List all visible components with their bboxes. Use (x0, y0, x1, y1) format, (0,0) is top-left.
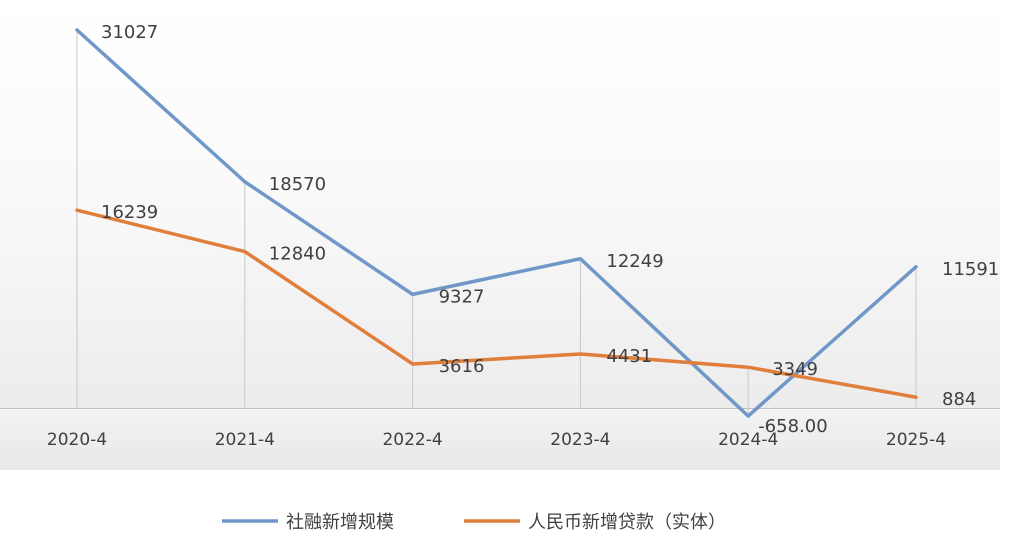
data-label: 16239 (101, 202, 158, 223)
x-axis-tick-labels: 2020-4 2021-4 2022-4 2023-4 2024-4 2025-4 (47, 430, 946, 450)
data-label: 18570 (269, 174, 326, 195)
legend-label: 人民币新增贷款（实体） (528, 512, 726, 533)
x-tick-label: 2020-4 (47, 430, 107, 450)
data-label: 9327 (439, 286, 485, 307)
data-label: 3616 (439, 356, 485, 377)
x-tick-label: 2021-4 (215, 430, 275, 450)
x-tick-label: 2024-4 (718, 430, 778, 450)
data-label: 3349 (772, 359, 818, 380)
series-line-1 (75, 208, 918, 399)
x-tick-label: 2022-4 (382, 430, 442, 450)
series-line-0 (75, 28, 918, 418)
data-labels: 31027 18570 9327 12249 -658.00 11591 16239 1284… (101, 22, 999, 437)
data-label: 31027 (101, 22, 158, 43)
data-label: 12840 (269, 244, 326, 265)
x-tick-label: 2023-4 (550, 430, 610, 450)
axis-band-background (0, 408, 1000, 470)
x-tick-label: 2025-4 (886, 430, 946, 450)
data-label: 4431 (606, 346, 652, 367)
data-label: -658.00 (758, 416, 827, 437)
data-label: 884 (942, 389, 976, 410)
legend: 社融新增规模 人民币新增贷款（实体） (222, 512, 726, 533)
data-label: 12249 (606, 251, 663, 272)
legend-label: 社融新增规模 (286, 512, 394, 533)
data-label: 11591 (942, 259, 999, 280)
drop-lines (76, 30, 917, 417)
series-layer (75, 28, 918, 418)
